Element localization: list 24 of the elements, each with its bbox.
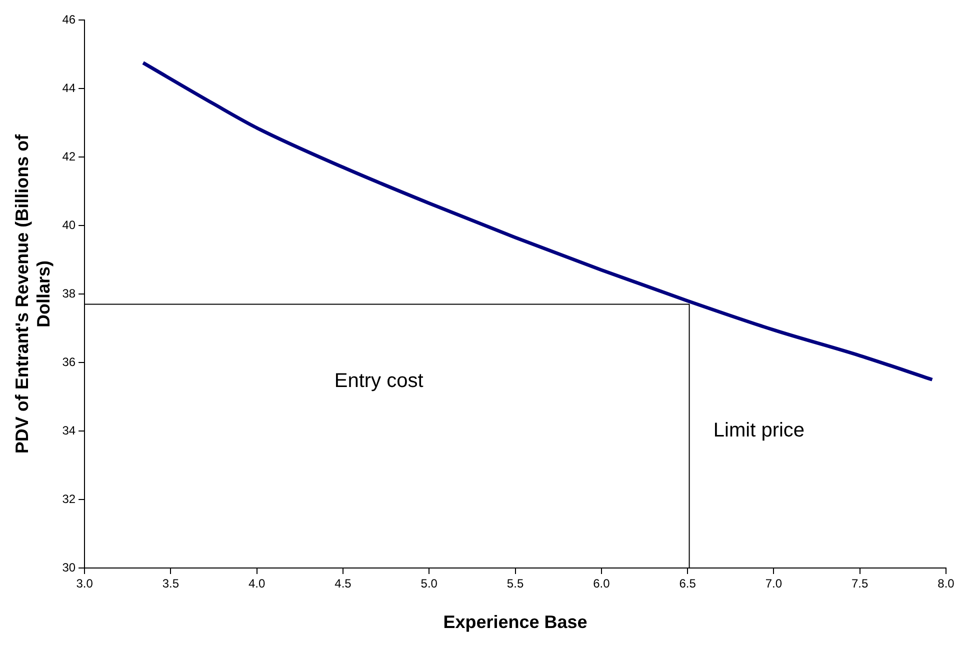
x-axis-title: Experience Base [443, 612, 588, 632]
y-tick-label: 36 [62, 354, 76, 369]
annotation: Entry cost [334, 370, 424, 392]
x-tick-label: 7.5 [852, 576, 869, 591]
y-tick-label: 42 [62, 149, 76, 164]
x-tick-label: 6.0 [593, 576, 610, 591]
y-tick-label: 38 [62, 286, 76, 300]
annotation: Limit price [713, 420, 805, 442]
x-tick-label: 5.0 [420, 576, 438, 591]
y-tick-label: 44 [62, 80, 76, 95]
x-tick-label: 3.5 [162, 576, 180, 591]
y-tick-label: 46 [62, 12, 76, 26]
x-tick-label: 5.5 [506, 576, 524, 591]
x-tick-label: 4.5 [334, 576, 352, 591]
x-tick-label: 4.0 [248, 576, 266, 591]
y-tick-label: 40 [62, 218, 76, 232]
y-tick-label: 30 [62, 560, 76, 574]
x-tick-label: 8.0 [938, 576, 955, 591]
y-axis-title: PDV of Entrant's Revenue (Billions of Dollars) [12, 133, 54, 454]
x-tick-label: 6.5 [679, 576, 696, 591]
x-tick-label: 3.0 [76, 576, 94, 591]
y-tick-label: 32 [62, 492, 76, 506]
y-tick-label: 34 [62, 423, 76, 438]
x-tick-label: 7.0 [765, 576, 782, 591]
